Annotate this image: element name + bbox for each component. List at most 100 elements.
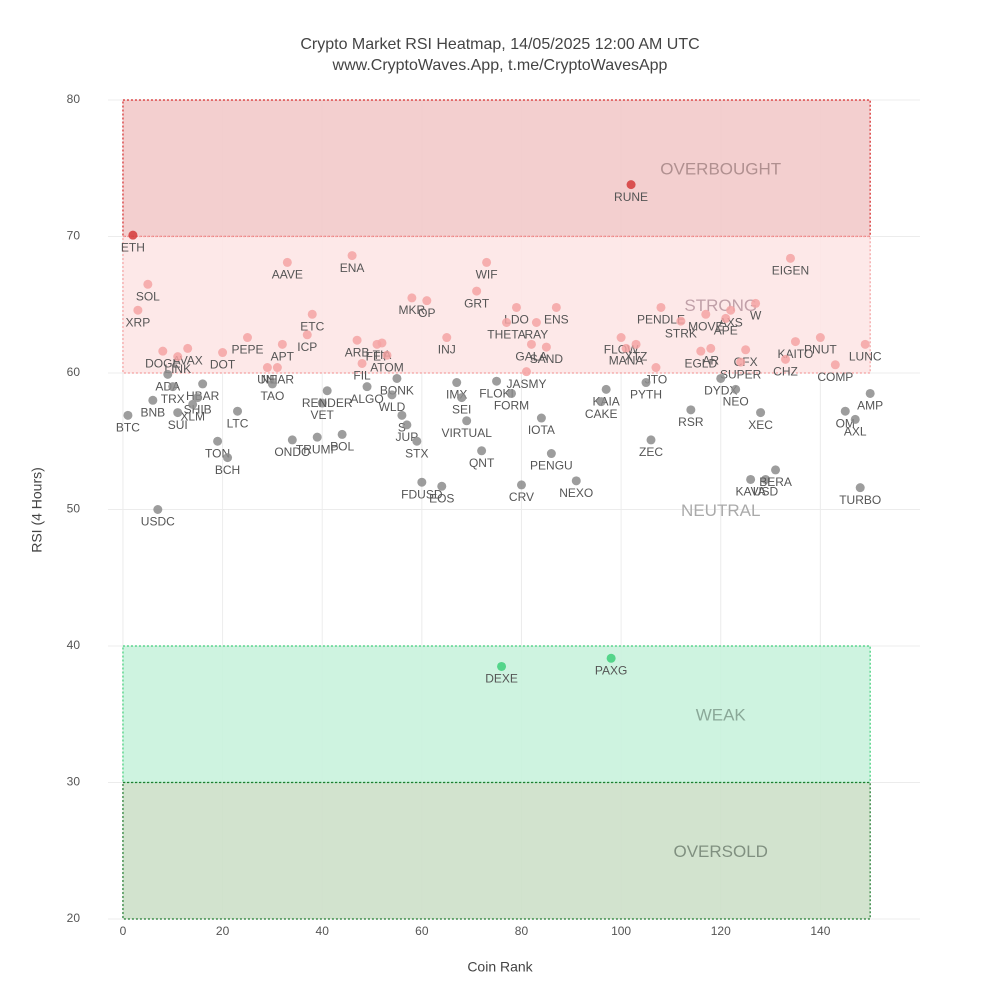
- point: [437, 481, 447, 491]
- point-label: DOT: [210, 358, 236, 372]
- point-label: APE: [714, 324, 738, 338]
- point-label: SUI: [168, 418, 188, 432]
- point-label: USD: [753, 485, 779, 499]
- point: [128, 230, 138, 240]
- point-label: BTC: [116, 420, 140, 434]
- y-tick-label: 70: [67, 229, 81, 243]
- x-tick-label: 100: [611, 924, 631, 938]
- point: [497, 661, 507, 671]
- point-label: SOL: [136, 289, 160, 303]
- point-label: IOTA: [528, 423, 555, 437]
- point: [756, 408, 766, 418]
- point-label: AR: [702, 354, 719, 368]
- point: [452, 378, 462, 388]
- zone-label: WEAK: [696, 706, 747, 725]
- point: [352, 335, 362, 345]
- point: [716, 373, 726, 383]
- point-label: ATOM: [370, 360, 404, 374]
- point: [551, 302, 561, 312]
- point-label: ONDO: [274, 445, 310, 459]
- point: [173, 352, 183, 362]
- y-axis-title: RSI (4 Hours): [29, 467, 45, 553]
- chart-title: Crypto Market RSI Heatmap, 14/05/2025 12…: [300, 36, 699, 53]
- point-label: BERA: [759, 475, 792, 489]
- point-label: OP: [418, 306, 435, 320]
- point-label: ETH: [121, 240, 145, 254]
- point-label: FLOW: [604, 343, 639, 357]
- point: [133, 305, 143, 315]
- point: [477, 446, 487, 456]
- point-label: TURBO: [839, 493, 881, 507]
- point-label: PENDLE: [637, 313, 685, 327]
- point: [347, 251, 357, 261]
- point-label: LTC: [227, 416, 249, 430]
- point-label: FORM: [494, 399, 529, 413]
- x-tick-label: 20: [216, 924, 230, 938]
- zone: [122, 99, 871, 238]
- point-label: NEO: [723, 395, 749, 409]
- point-label: GRT: [464, 296, 490, 310]
- point-label: ENA: [340, 261, 365, 275]
- point: [193, 393, 203, 403]
- point: [223, 453, 233, 463]
- point-label: AXL: [844, 425, 867, 439]
- point: [337, 429, 347, 439]
- zone-label: OVERSOLD: [673, 842, 767, 861]
- point: [302, 330, 312, 340]
- y-tick-label: 40: [67, 638, 81, 652]
- point-label: ENS: [544, 313, 569, 327]
- point-label: AAVE: [272, 268, 303, 282]
- point: [721, 313, 731, 323]
- point: [168, 382, 178, 392]
- point-label: ZEC: [639, 445, 663, 459]
- zone: [122, 781, 871, 920]
- point-label: INJ: [438, 343, 456, 357]
- point: [751, 298, 761, 308]
- point: [596, 397, 606, 407]
- point-label: KAVA: [736, 485, 766, 499]
- zone-label: STRONG: [684, 296, 757, 315]
- point: [417, 477, 427, 487]
- y-tick-label: 60: [67, 365, 81, 379]
- point: [442, 333, 452, 343]
- point: [790, 337, 800, 347]
- point-label: XTZ: [625, 350, 648, 364]
- point: [686, 405, 696, 415]
- point-label: WLD: [379, 400, 406, 414]
- point: [840, 406, 850, 416]
- point-label: LUNC: [849, 350, 882, 364]
- point: [397, 410, 407, 420]
- point: [312, 432, 322, 442]
- chart-subtitle: www.CryptoWaves.App, t.me/CryptoWavesApp: [332, 57, 668, 74]
- point-label: JASMY: [506, 377, 546, 391]
- point: [771, 465, 781, 475]
- point: [457, 393, 467, 403]
- point: [412, 436, 422, 446]
- point-label: FLOKI: [479, 386, 514, 400]
- point-label: STRK: [665, 326, 697, 340]
- point: [541, 342, 551, 352]
- point-label: TRX: [161, 392, 185, 406]
- x-tick-label: 140: [810, 924, 830, 938]
- point: [641, 378, 651, 388]
- point-label: SAND: [530, 352, 564, 366]
- x-tick-label: 40: [316, 924, 330, 938]
- point: [651, 363, 661, 373]
- point: [158, 346, 168, 356]
- x-tick-label: 60: [415, 924, 429, 938]
- point-label: MOVE: [688, 319, 723, 333]
- point: [741, 345, 751, 355]
- point: [492, 376, 502, 386]
- point: [262, 363, 272, 373]
- point: [656, 302, 666, 312]
- point: [272, 363, 282, 373]
- point: [317, 398, 327, 408]
- point: [746, 474, 756, 484]
- point: [780, 354, 790, 364]
- point: [287, 435, 297, 445]
- point: [213, 436, 223, 446]
- point-label: PAXG: [595, 663, 627, 677]
- point: [606, 653, 616, 663]
- point-label: FDUSD: [401, 487, 443, 501]
- x-tick-label: 80: [515, 924, 529, 938]
